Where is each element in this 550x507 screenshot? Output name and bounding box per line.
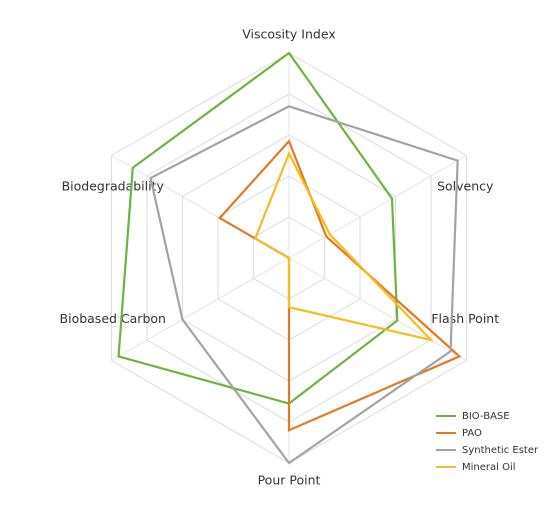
axis-spoke bbox=[288, 257, 467, 361]
axis-label: Flash Point bbox=[431, 311, 499, 326]
legend-label: PAO bbox=[462, 428, 482, 439]
legend-label: Mineral Oil bbox=[462, 462, 516, 473]
axis-label: Solvency bbox=[437, 178, 494, 193]
legend-label: BIO-BASE bbox=[462, 411, 510, 422]
axis-label: Viscosity Index bbox=[242, 27, 335, 42]
series-polygon bbox=[253, 150, 435, 342]
series-polygon bbox=[149, 105, 459, 465]
axis-label: Pour Point bbox=[258, 473, 321, 488]
series-polygon bbox=[218, 139, 462, 432]
legend-label: Synthetic Ester bbox=[462, 445, 539, 456]
axis-spoke bbox=[288, 155, 467, 259]
series-polygon bbox=[117, 51, 399, 405]
axis-label: Biobased Carbon bbox=[60, 311, 166, 326]
axis-label: Biodegradability bbox=[62, 178, 165, 193]
axis-spoke bbox=[111, 257, 290, 361]
